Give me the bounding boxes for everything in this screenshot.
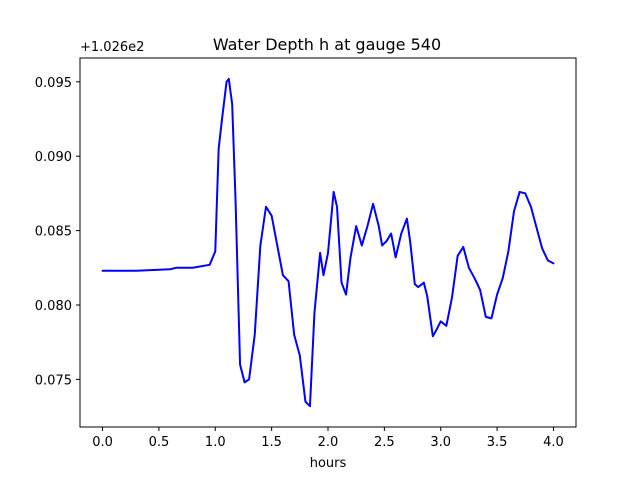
x-tick-label: 1.5 <box>261 435 282 450</box>
y-tick-label: 0.075 <box>35 373 72 388</box>
x-tick-label: 3.5 <box>487 435 508 450</box>
y-axis: 0.075 0.080 0.085 0.090 0.095 <box>35 76 80 388</box>
x-tick-label: 2.5 <box>374 435 395 450</box>
y-tick-label: 0.085 <box>35 225 72 240</box>
y-tick-label: 0.080 <box>35 299 72 314</box>
y-tick-label: 0.095 <box>35 76 72 91</box>
y-tick-label: 0.090 <box>35 150 72 165</box>
series-line-1 <box>101 77 555 408</box>
x-tick-label: 0.5 <box>149 435 170 450</box>
x-tick-label: 0.0 <box>92 435 113 450</box>
x-tick-label: 2.0 <box>318 435 339 450</box>
chart-title: Water Depth h at gauge 540 <box>213 35 441 54</box>
x-tick-label: 1.0 <box>205 435 226 450</box>
x-axis-label: hours <box>310 456 347 471</box>
y-offset-text: +1.026e2 <box>80 40 144 55</box>
x-tick-label: 3.0 <box>430 435 451 450</box>
x-axis: 0.0 0.5 1.0 1.5 2.0 2.5 3.0 3.5 4.0 <box>92 427 564 450</box>
x-tick-label: 4.0 <box>543 435 564 450</box>
